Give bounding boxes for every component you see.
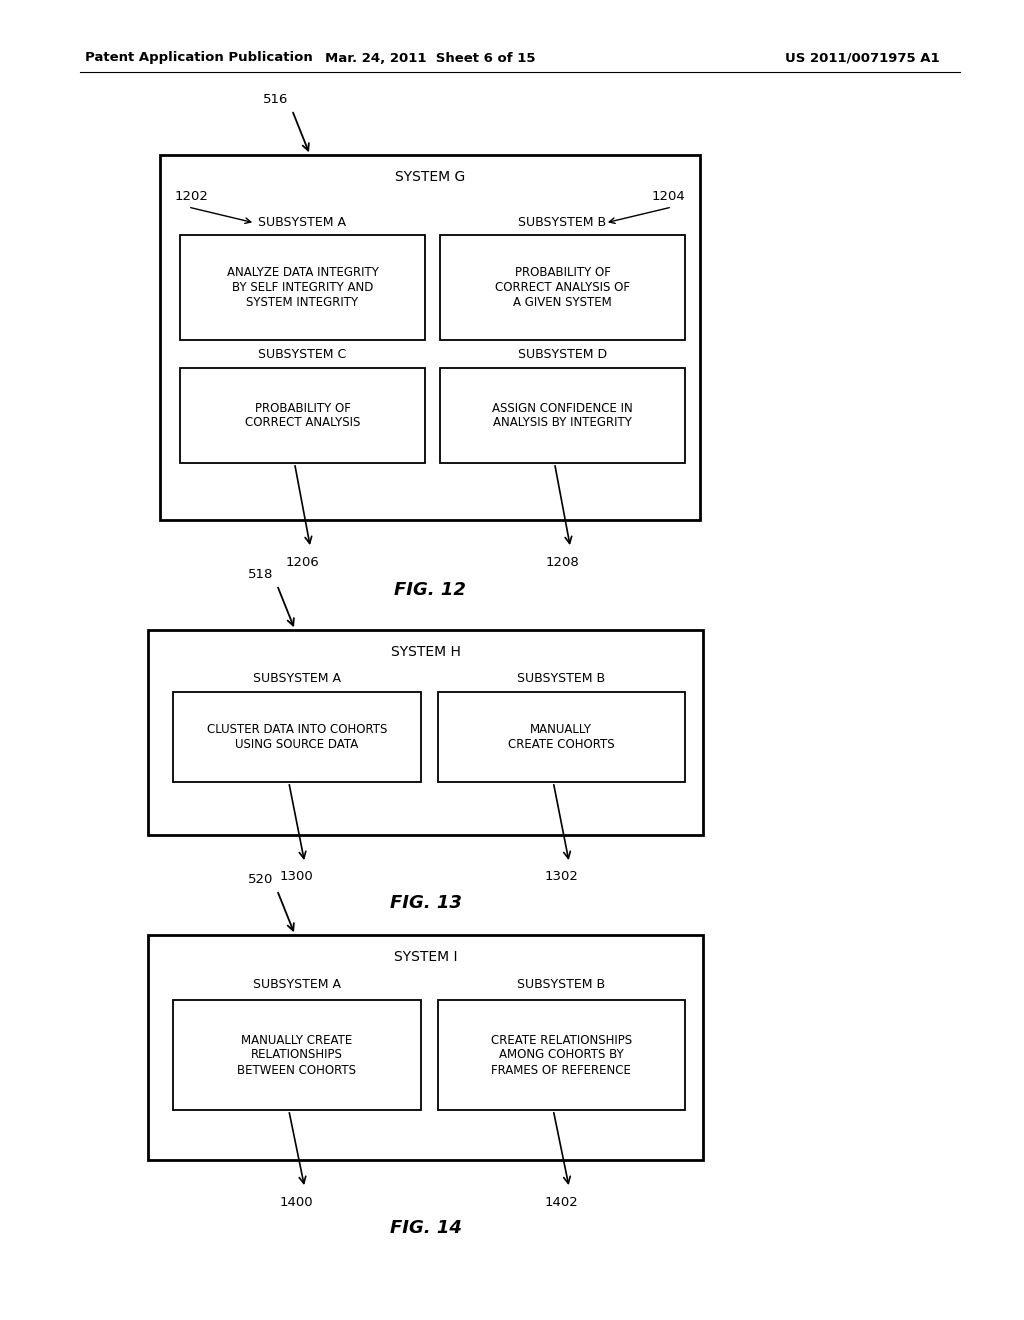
Bar	[148, 630, 703, 836]
Bar	[148, 935, 703, 1160]
Text: 1208: 1208	[546, 556, 580, 569]
Bar	[173, 692, 421, 781]
Text: SYSTEM H: SYSTEM H	[390, 645, 461, 659]
Text: 1402: 1402	[545, 1196, 579, 1209]
Text: 518: 518	[248, 568, 273, 581]
Text: 1302: 1302	[545, 870, 579, 883]
Bar	[437, 1001, 685, 1110]
Text: FIG. 13: FIG. 13	[389, 894, 462, 912]
Text: SUBSYSTEM A: SUBSYSTEM A	[253, 672, 341, 685]
Text: US 2011/0071975 A1: US 2011/0071975 A1	[785, 51, 940, 65]
Text: 1206: 1206	[286, 556, 319, 569]
Text: 516: 516	[262, 92, 288, 106]
Text: SYSTEM G: SYSTEM G	[395, 170, 465, 183]
Text: 1400: 1400	[280, 1196, 313, 1209]
Text: Patent Application Publication: Patent Application Publication	[85, 51, 312, 65]
Text: FIG. 12: FIG. 12	[394, 581, 466, 599]
Text: CREATE RELATIONSHIPS
AMONG COHORTS BY
FRAMES OF REFERENCE: CREATE RELATIONSHIPS AMONG COHORTS BY FR…	[490, 1034, 632, 1077]
Text: FIG. 14: FIG. 14	[389, 1218, 462, 1237]
Text: 1202: 1202	[175, 190, 209, 203]
Bar	[160, 154, 700, 520]
Bar	[437, 692, 685, 781]
Text: SUBSYSTEM C: SUBSYSTEM C	[258, 348, 347, 362]
Text: SUBSYSTEM D: SUBSYSTEM D	[518, 348, 607, 362]
Text: CLUSTER DATA INTO COHORTS
USING SOURCE DATA: CLUSTER DATA INTO COHORTS USING SOURCE D…	[207, 723, 387, 751]
Text: 520: 520	[248, 873, 273, 886]
Bar	[173, 1001, 421, 1110]
Text: SUBSYSTEM B: SUBSYSTEM B	[517, 672, 605, 685]
Bar	[180, 368, 425, 463]
Text: SUBSYSTEM A: SUBSYSTEM A	[253, 978, 341, 991]
Text: 1300: 1300	[280, 870, 313, 883]
Text: Mar. 24, 2011  Sheet 6 of 15: Mar. 24, 2011 Sheet 6 of 15	[325, 51, 536, 65]
Text: SUBSYSTEM B: SUBSYSTEM B	[517, 978, 605, 991]
Text: SUBSYSTEM A: SUBSYSTEM A	[258, 216, 346, 230]
Text: MANUALLY CREATE
RELATIONSHIPS
BETWEEN COHORTS: MANUALLY CREATE RELATIONSHIPS BETWEEN CO…	[238, 1034, 356, 1077]
Text: ASSIGN CONFIDENCE IN
ANALYSIS BY INTEGRITY: ASSIGN CONFIDENCE IN ANALYSIS BY INTEGRI…	[493, 401, 633, 429]
Text: PROBABILITY OF
CORRECT ANALYSIS OF
A GIVEN SYSTEM: PROBABILITY OF CORRECT ANALYSIS OF A GIV…	[495, 267, 630, 309]
Bar	[440, 368, 685, 463]
Text: SYSTEM I: SYSTEM I	[394, 950, 458, 964]
Text: MANUALLY
CREATE COHORTS: MANUALLY CREATE COHORTS	[508, 723, 614, 751]
Text: PROBABILITY OF
CORRECT ANALYSIS: PROBABILITY OF CORRECT ANALYSIS	[245, 401, 360, 429]
Bar	[180, 235, 425, 341]
Text: ANALYZE DATA INTEGRITY
BY SELF INTEGRITY AND
SYSTEM INTEGRITY: ANALYZE DATA INTEGRITY BY SELF INTEGRITY…	[226, 267, 379, 309]
Text: SUBSYSTEM B: SUBSYSTEM B	[518, 216, 606, 230]
Bar	[440, 235, 685, 341]
Text: 1204: 1204	[651, 190, 685, 203]
